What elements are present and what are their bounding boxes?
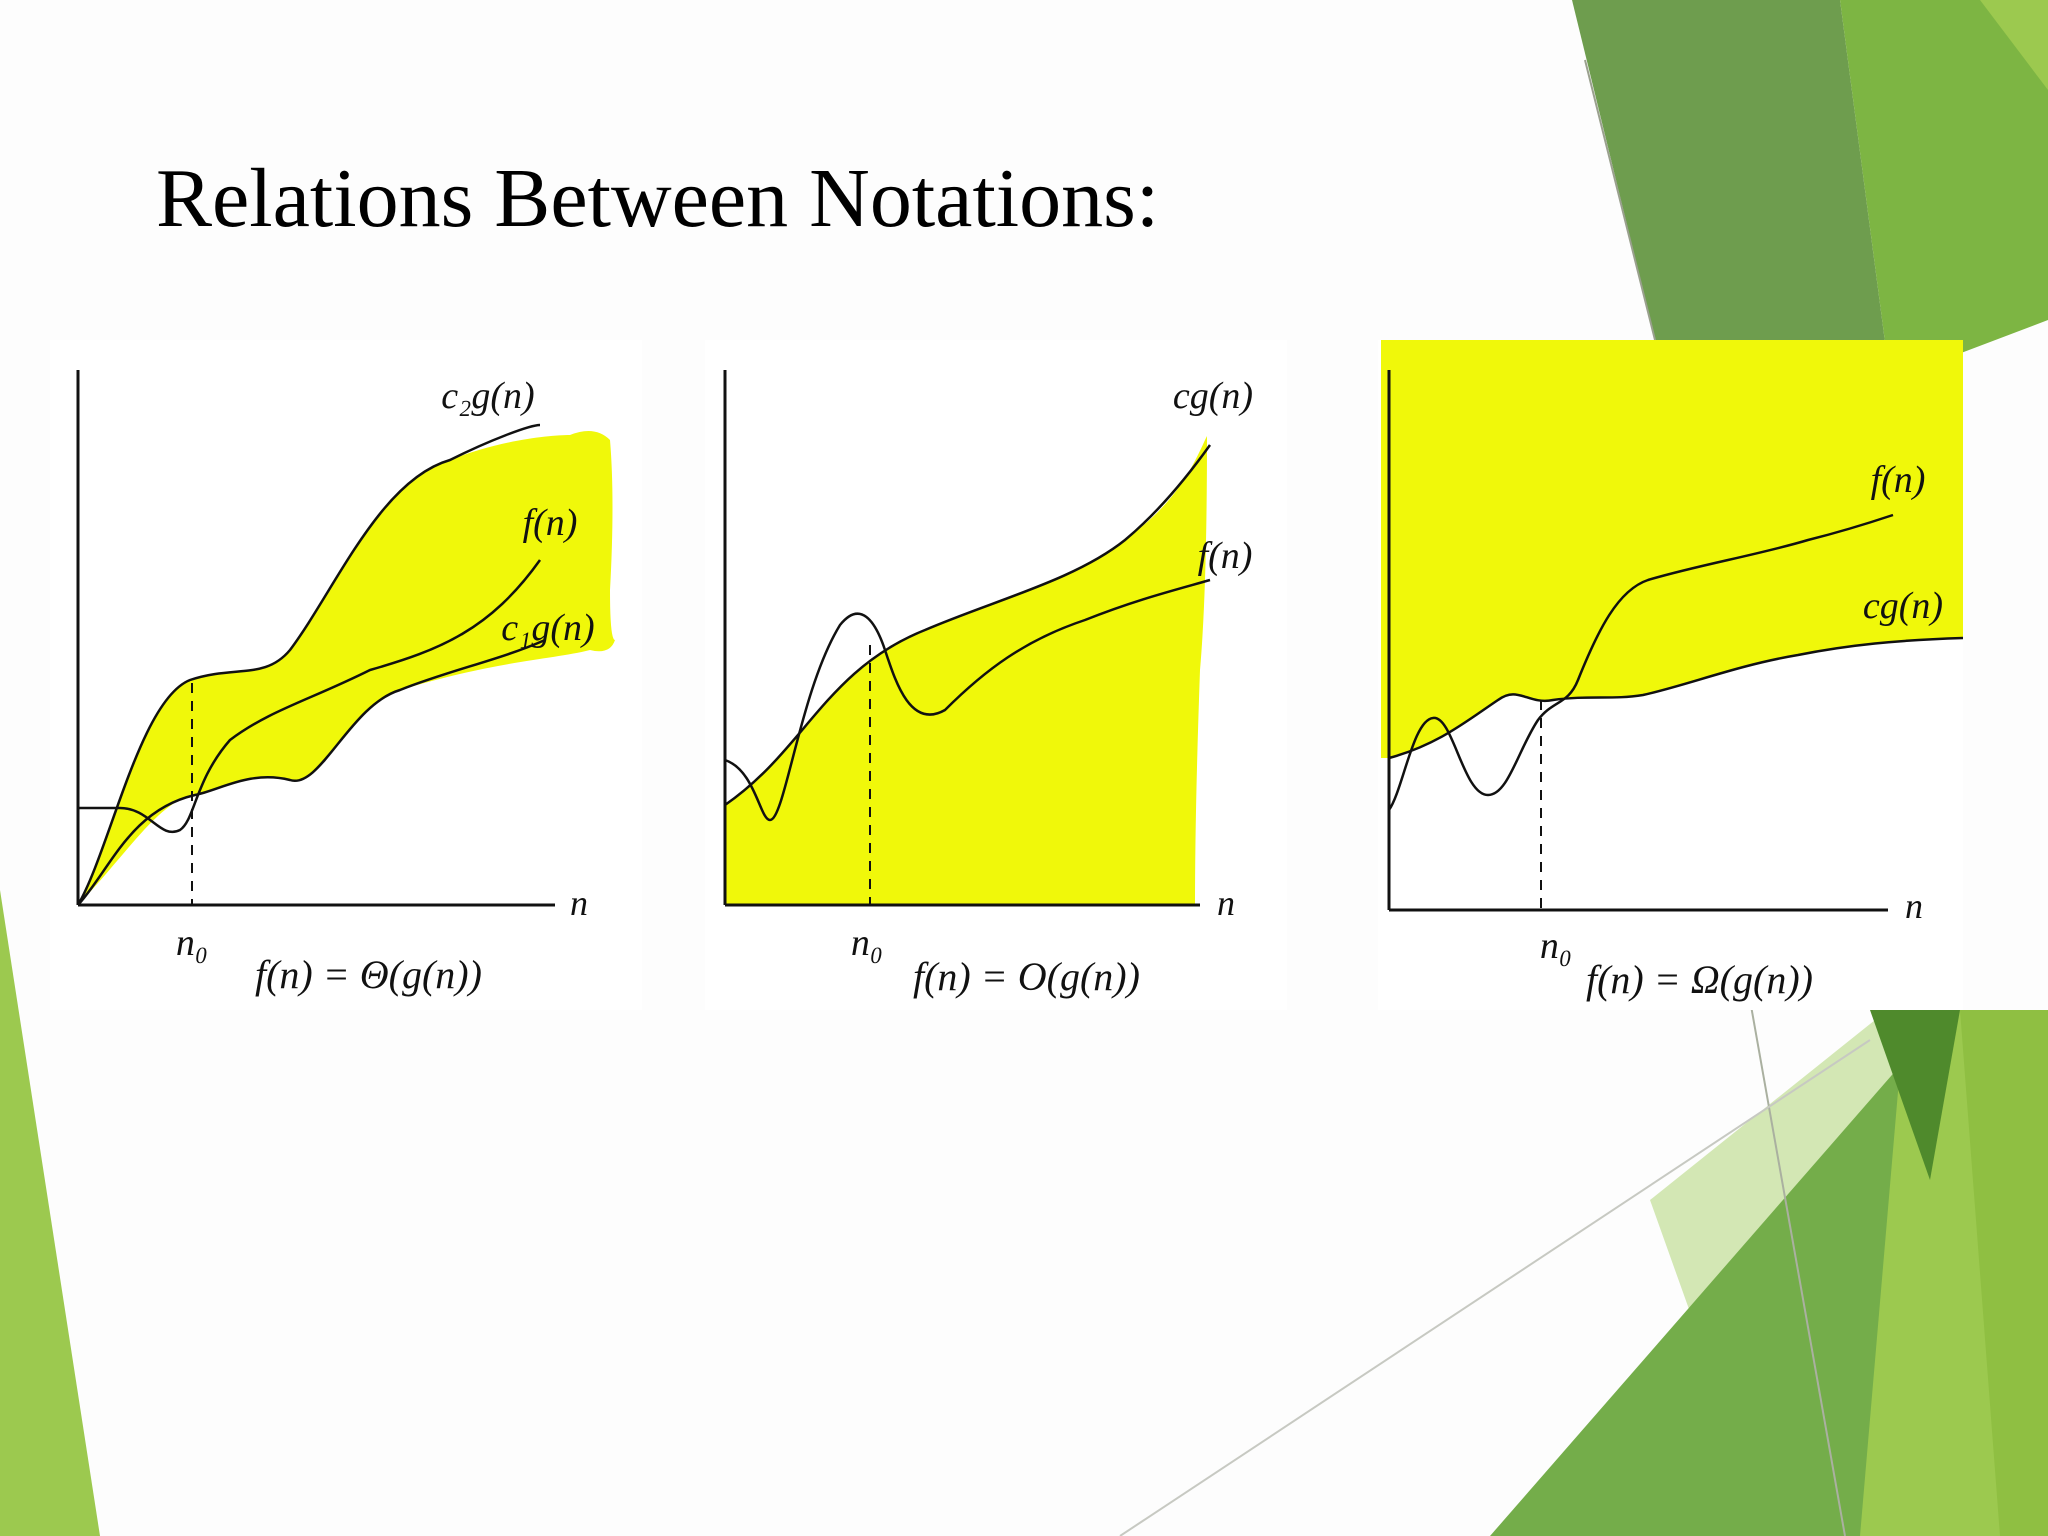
big-o-panel: cg(n) f(n) n n₀ f(n) = O(g(n)) <box>705 340 1287 1010</box>
slide-title: Relations Between Notations: <box>156 152 1160 245</box>
theta-threshold-label: n₀ <box>176 922 208 964</box>
left-green-stripe <box>0 890 100 1536</box>
right-green-mid <box>1840 0 2048 380</box>
big-o-threshold-label: n₀ <box>851 922 883 964</box>
big-o-bound-region <box>725 436 1207 905</box>
omega-formula: f(n) = Ω(g(n)) <box>1586 957 1813 1002</box>
right-green-top-light <box>1980 0 2048 90</box>
theta-middle-label: f(n) <box>523 502 578 544</box>
big-o-upper-bound-curve <box>724 444 1212 807</box>
omega-bound-region <box>1381 340 1963 758</box>
omega-axis-label: n <box>1905 886 1923 926</box>
omega-f-curve <box>1387 513 1894 811</box>
big-o-formula: f(n) = O(g(n)) <box>913 954 1140 999</box>
right-green-bottom-mid <box>1490 1060 1960 1536</box>
theta-f-curve <box>78 559 542 834</box>
big-o-axis-label: n <box>1217 883 1235 923</box>
theta-panel: c₂g(n) f(n) c₁g(n) n n₀ f(n) = Θ(g(n)) <box>50 340 642 1010</box>
theta-axis-label: n <box>570 883 588 923</box>
theta-lower-bound-curve <box>77 638 546 906</box>
theta-bound-region <box>78 431 615 905</box>
big-o-middle-label: f(n) <box>1198 535 1253 577</box>
right-green-bottom-dark <box>1870 1010 1960 1180</box>
theta-upper-bound-curve <box>76 423 541 906</box>
right-green-dark <box>1572 0 1890 380</box>
big-o-f-curve <box>724 578 1211 822</box>
big-o-upper-label: cg(n) <box>1173 375 1253 417</box>
right-green-edge <box>1960 1010 2048 1536</box>
omega-middle-label: cg(n) <box>1863 585 1943 627</box>
omega-upper-label: f(n) <box>1871 459 1926 501</box>
theta-lower-label: c₁g(n) <box>501 607 594 649</box>
omega-threshold-label: n₀ <box>1540 925 1572 967</box>
decor-line-2 <box>1749 999 1846 1536</box>
decor-line-3 <box>1119 1039 1871 1536</box>
theta-formula: f(n) = Θ(g(n)) <box>255 952 482 997</box>
omega-lower-bound-curve <box>1388 636 1963 760</box>
theta-upper-label: c₂g(n) <box>441 375 534 417</box>
omega-panel: f(n) cg(n) n n₀ f(n) = Ω(g(n)) <box>1378 340 1963 1010</box>
